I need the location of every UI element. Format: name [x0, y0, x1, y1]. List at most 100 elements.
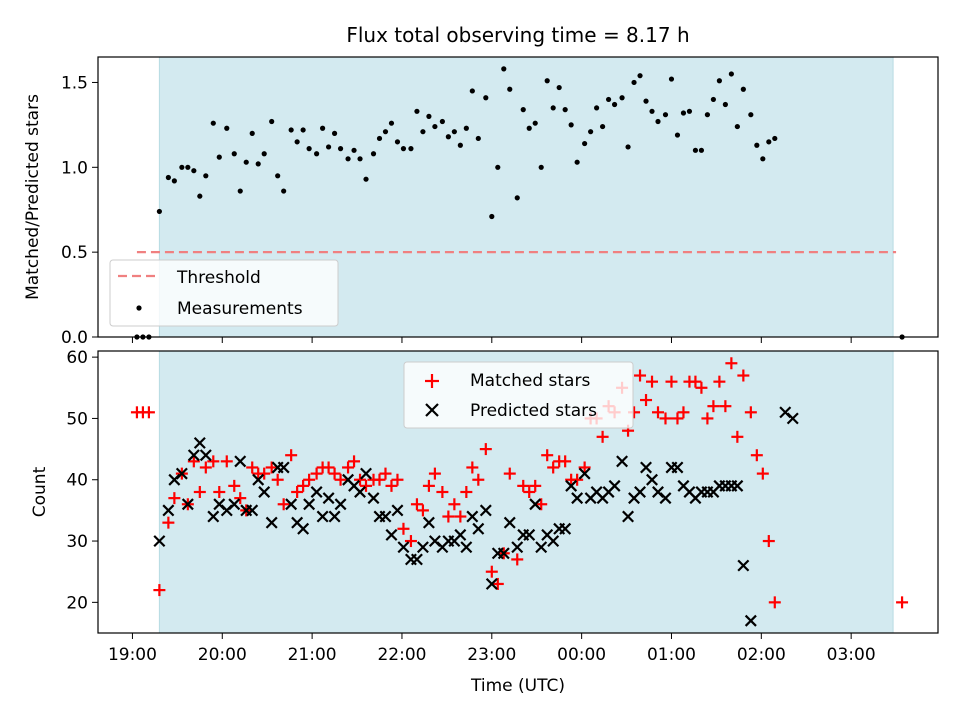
measurement-point — [288, 127, 294, 133]
matched-star-point — [404, 535, 417, 548]
predicted-star-point — [634, 486, 647, 498]
measurement-point — [414, 108, 420, 114]
measurement-points — [134, 66, 905, 340]
bottom-x-tick-label: 21:00 — [288, 645, 337, 665]
measurement-point — [655, 118, 661, 125]
measurement-point — [394, 139, 401, 145]
measurement-point — [432, 123, 438, 130]
predicted-star-point — [322, 492, 335, 505]
bottom-x-tick-label: 20:00 — [198, 645, 247, 665]
predicted-star-point — [391, 504, 404, 517]
measurement-point — [760, 156, 766, 162]
matched-star-point — [187, 455, 200, 468]
matched-star-point — [246, 461, 259, 474]
measurement-point — [165, 174, 171, 181]
measurement-point — [191, 168, 197, 174]
measurement-point — [489, 213, 495, 220]
predicted-star-point — [234, 455, 247, 468]
matched-star-point — [234, 492, 247, 505]
predicted-star-point — [162, 504, 175, 517]
measurement-point — [556, 84, 562, 91]
bottom-y-axis-label: Count — [30, 466, 50, 517]
matched-star-point — [454, 510, 467, 523]
matched-star-point — [472, 473, 485, 486]
predicted-star-point — [671, 461, 684, 474]
measurement-point — [754, 142, 760, 148]
top-y-tick-label: 0.5 — [61, 243, 88, 263]
measurement-point — [574, 159, 580, 165]
predicted-star-point — [608, 479, 621, 492]
bottom-x-tick-label: 19:00 — [108, 645, 157, 665]
measurement-point — [704, 112, 711, 118]
predicted-star-point — [454, 528, 467, 541]
predicted-star-point — [578, 467, 591, 480]
predicted-star-point — [479, 504, 492, 517]
predicted-star-point — [303, 498, 316, 511]
legend-measurement-label: Measurements — [177, 299, 303, 319]
measurement-point — [426, 113, 432, 119]
predicted-star-point — [207, 510, 220, 523]
predicted-star-point — [511, 541, 524, 554]
matched-star-point — [671, 412, 684, 425]
predicted-star-point — [559, 522, 572, 535]
predicted-star-point — [228, 498, 241, 511]
measurement-point — [526, 125, 532, 131]
matched-star-point — [491, 577, 504, 590]
matched-star-point — [659, 412, 672, 425]
predicted-star-point — [175, 467, 188, 480]
predicted-star-point — [193, 436, 206, 449]
predicted-star-point — [367, 492, 380, 505]
top-plot-frame — [97, 56, 939, 338]
measurement-point — [599, 123, 606, 130]
predicted-star-point — [422, 516, 435, 529]
predicted-star-point — [265, 516, 278, 529]
measurement-point — [532, 120, 538, 126]
matched-star-point — [220, 455, 233, 468]
top-y-tick-label: 1.5 — [61, 73, 88, 93]
predicted-star-point — [659, 492, 672, 505]
measurement-point — [255, 161, 261, 167]
measurement-point — [662, 112, 669, 118]
matched-star-point — [756, 467, 769, 480]
matched-star-point — [168, 492, 181, 505]
predicted-star-point — [397, 541, 410, 554]
measurement-point — [237, 188, 243, 194]
bottom-x-tick-label: 00:00 — [557, 645, 606, 665]
measurement-point — [649, 108, 655, 114]
bottom-x-tick-label: 02:00 — [737, 645, 786, 665]
bottom-y-tick-label: 60 — [66, 348, 88, 368]
matched-star-point — [750, 449, 763, 462]
matched-star-point — [479, 443, 492, 456]
measurement-point — [469, 88, 475, 94]
matched-star-point — [731, 430, 744, 443]
measurement-point — [388, 120, 395, 126]
top-y-tick-label: 1.0 — [61, 158, 88, 178]
measurement-point — [463, 125, 469, 131]
measurement-point — [457, 142, 463, 148]
predicted-star-point — [410, 553, 423, 566]
measurement-point — [766, 139, 772, 145]
matched-star-point — [428, 467, 441, 480]
matched-star-point — [348, 455, 361, 468]
matched-star-point — [695, 381, 708, 394]
predicted-star-point — [485, 577, 498, 590]
matched-star-point — [271, 473, 284, 486]
bottom-legend: Matched stars Predicted stars — [403, 361, 634, 429]
matched-star-point — [422, 479, 435, 492]
legend-predicted-label: Predicted stars — [470, 401, 597, 421]
matched-star-point — [277, 498, 290, 511]
chart-title: Flux total observing time = 8.17 h — [346, 23, 689, 47]
measurement-point — [514, 195, 520, 201]
matched-star-point — [153, 584, 166, 597]
predicted-star-point — [472, 522, 485, 535]
predicted-star-point — [385, 528, 398, 541]
matched-star-point — [665, 375, 678, 388]
bottom-x-ticks: 19:00 20:00 21:00 22:00 23:00 00:00 01:00 02:00… — [108, 633, 876, 665]
measurement-point — [319, 125, 326, 131]
predicted-star-point — [199, 449, 212, 462]
matched-star-point — [410, 498, 423, 511]
predicted-star-point — [460, 541, 473, 554]
measurement-point — [582, 140, 588, 147]
measurement-point — [420, 129, 426, 135]
measurement-point — [594, 105, 600, 111]
